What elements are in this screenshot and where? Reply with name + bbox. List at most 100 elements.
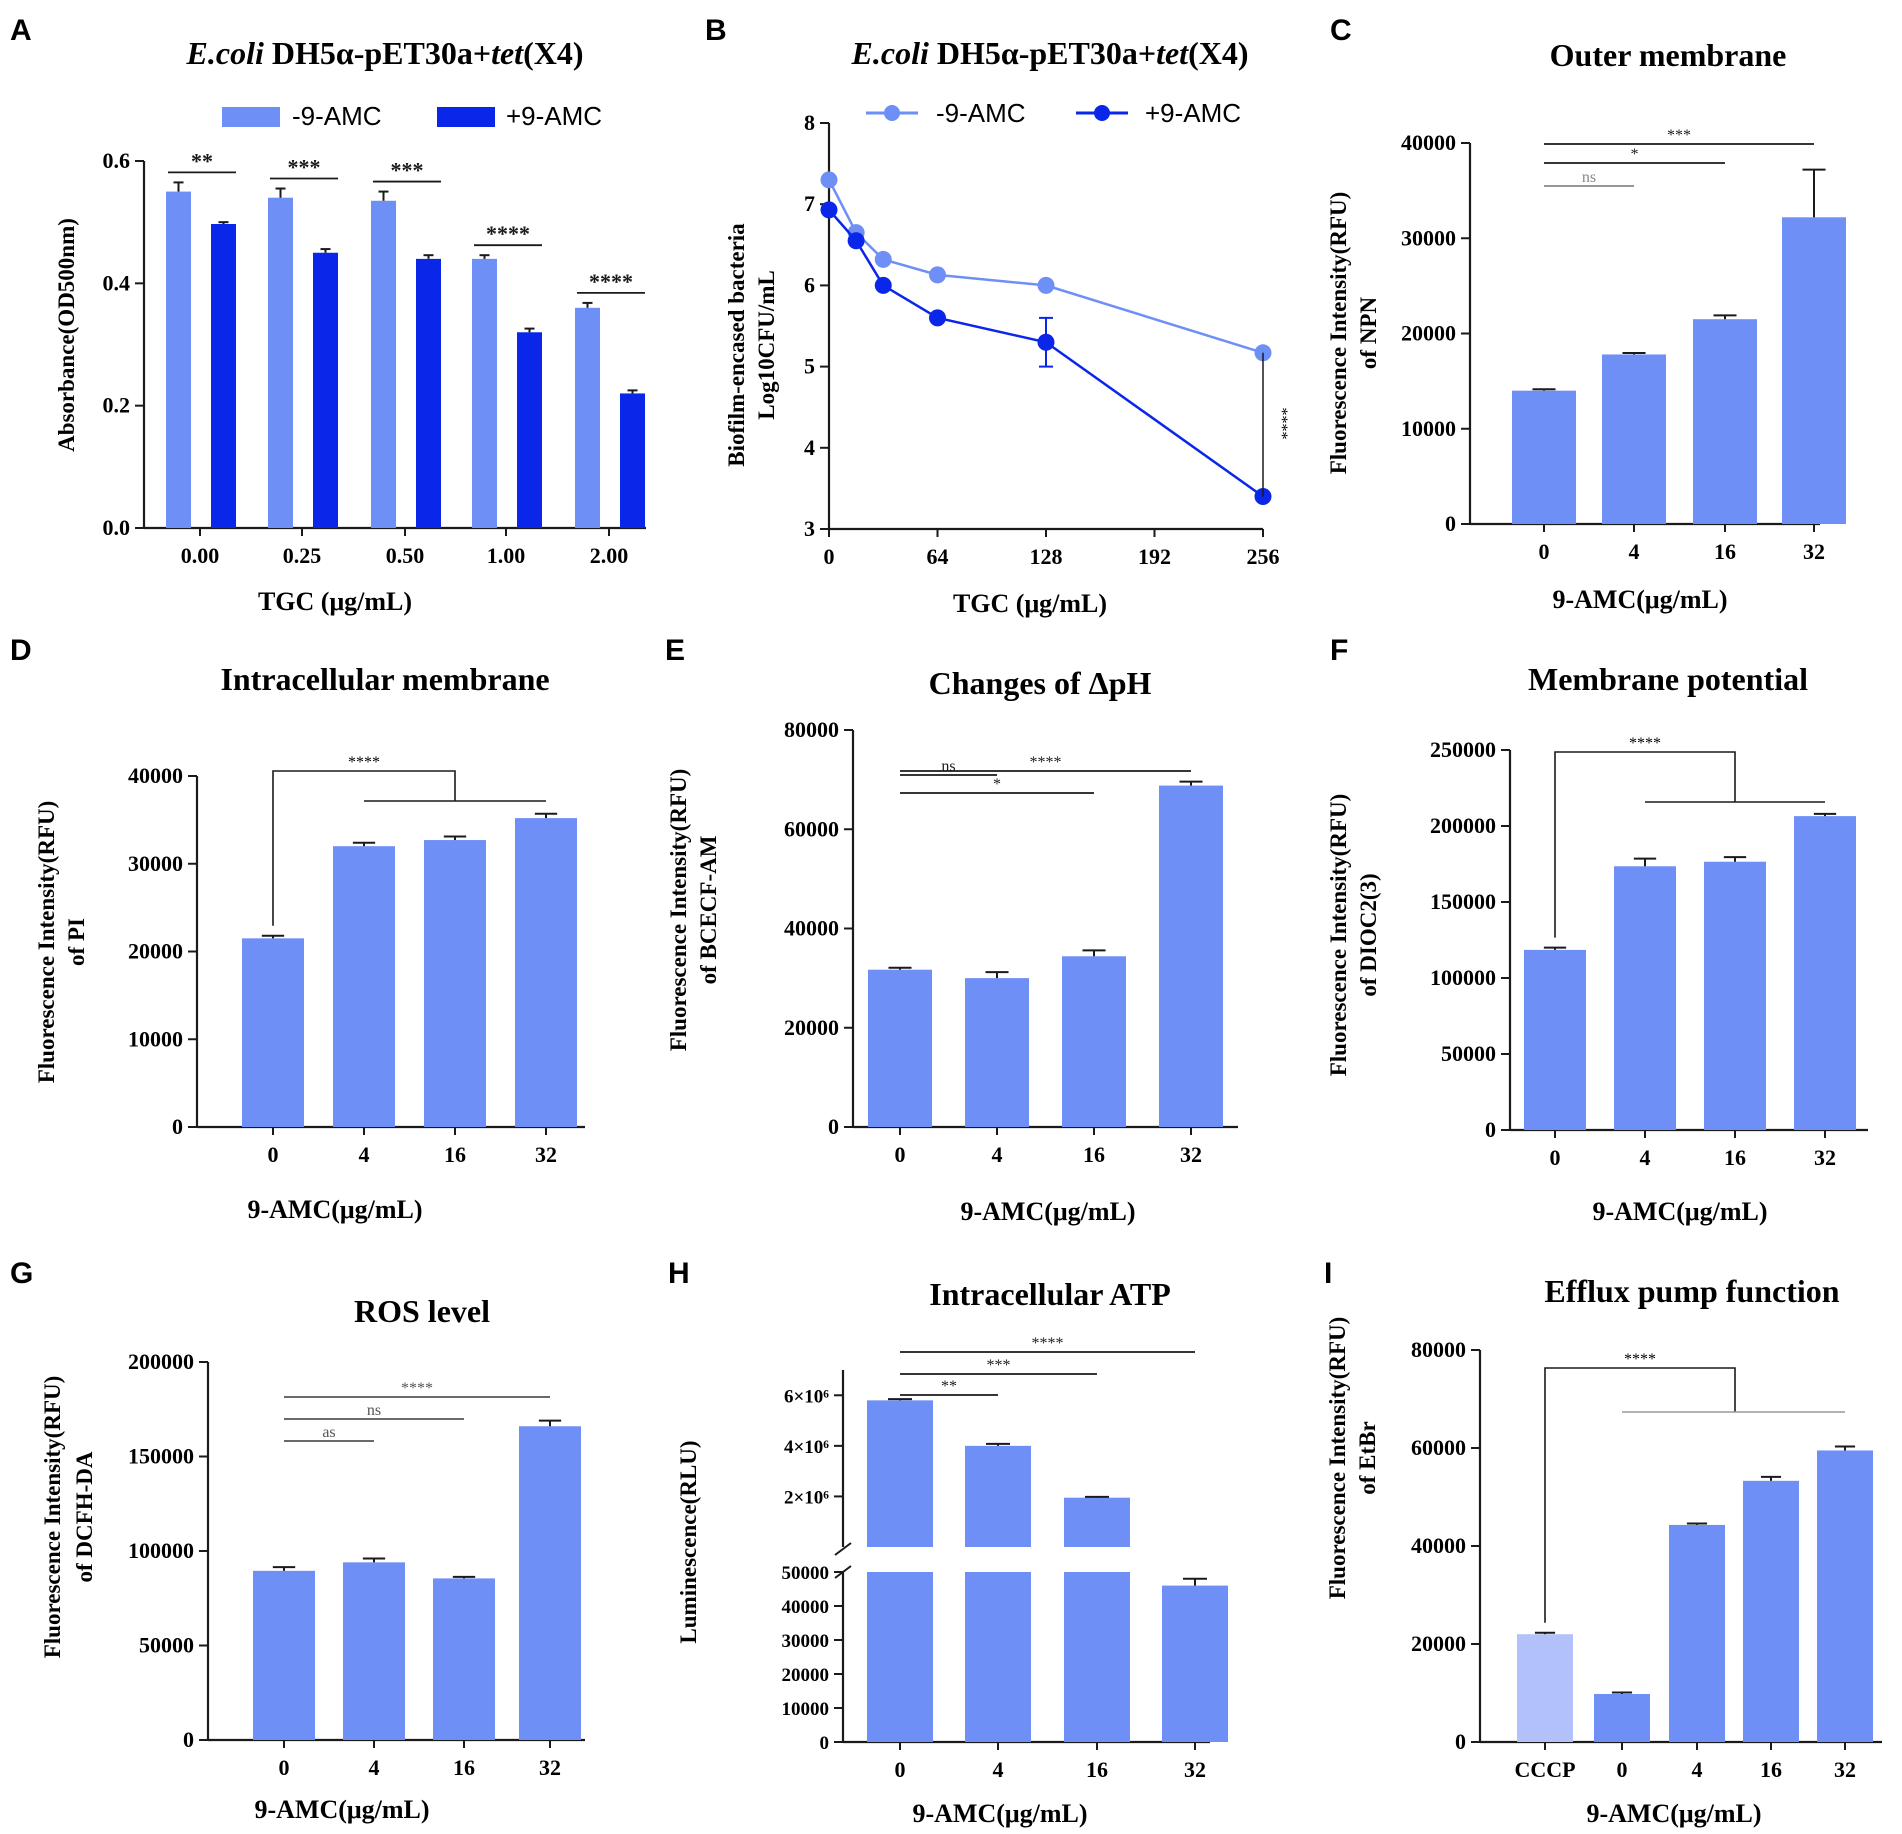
panel-a-sig-label: **** xyxy=(589,269,633,294)
panel-b-title-italic: E.coli xyxy=(851,35,929,71)
panel-d-bar xyxy=(515,818,577,1127)
panel-e-sig-label: * xyxy=(993,776,1001,793)
panel-f-ytick-label: 0 xyxy=(1485,1117,1496,1142)
panel-f-ytick-label: 100000 xyxy=(1430,965,1496,990)
panel-c-sig-label: ns xyxy=(1582,169,1596,186)
panel-h-axis-break xyxy=(834,1542,852,1556)
panel-b-xtick-label: 0 xyxy=(824,544,835,569)
panel-c-xtick-label: 32 xyxy=(1803,539,1825,564)
panel-e-bar xyxy=(965,978,1029,1127)
panel-g-xtick-label: 32 xyxy=(539,1755,561,1780)
panel-h-bar-upper xyxy=(965,1445,1031,1547)
panel-e-ytick-label: 80000 xyxy=(784,717,839,742)
panel-i-ytick-label: 80000 xyxy=(1411,1337,1466,1362)
panel-a-bar xyxy=(371,200,396,528)
panel-b-series-line xyxy=(827,179,1264,354)
panel-h-ytick-label: 40000 xyxy=(782,1597,830,1618)
panel-e-title: Changes of ΔpH xyxy=(929,665,1152,701)
panel-i: I Efflux pump function Fluorescence Inte… xyxy=(1324,1257,1882,1828)
panel-h-ytick-label: 0 xyxy=(820,1733,830,1754)
panel-f-sig-label: **** xyxy=(1629,735,1661,752)
panel-i-ylabel-line1: Fluorescence Intensity(RFU) xyxy=(1325,1317,1350,1600)
panel-e-ylabel-line1: Fluorescence Intensity(RFU) xyxy=(666,769,691,1052)
legend-marker-minus-9amc xyxy=(884,105,900,121)
panel-d-ylabel-line1: Fluorescence Intensity(RFU) xyxy=(34,801,59,1084)
panel-i-bar xyxy=(1743,1480,1799,1742)
panel-b-label: B xyxy=(705,14,727,47)
panel-a-plot: 0.0 0.2 0.4 0.6 ** 0.00 *** 0.25 *** 0.50 **** 1.00… xyxy=(103,148,646,568)
panel-b-ytick-label: 4 xyxy=(804,435,815,460)
panel-c-ytick-label: 0 xyxy=(1445,511,1456,536)
panel-h-bar-upper xyxy=(867,1400,933,1547)
panel-d-ytick-label: 0 xyxy=(172,1114,183,1139)
panel-c-bar xyxy=(1782,217,1846,525)
panel-f-ylabel-line2: of DIOC2(3) xyxy=(1356,873,1381,996)
panel-a-label: A xyxy=(10,14,32,47)
panel-b-point xyxy=(874,250,892,268)
panel-h: H Intracellular ATP Luminescence(RLU) 9-… xyxy=(668,1257,1228,1828)
legend-marker-plus-9amc xyxy=(1094,105,1110,121)
panel-b-title-italic2: tet xyxy=(1156,35,1189,71)
panel-b-point xyxy=(847,232,865,250)
panel-c-sig-label: *** xyxy=(1667,127,1691,144)
panel-g-sig-label: ns xyxy=(367,1402,381,1419)
panel-a-xtick-label: 1.00 xyxy=(487,543,526,568)
panel-i-xtick-label: 16 xyxy=(1760,1757,1782,1782)
panel-h-bar-lower xyxy=(965,1572,1031,1742)
panel-d-xtick-label: 16 xyxy=(444,1142,466,1167)
panel-c-bar xyxy=(1693,319,1757,524)
panel-h-label: H xyxy=(668,1257,690,1290)
panel-e-bar xyxy=(868,969,932,1127)
legend-label-plus-9amc: +9-AMC xyxy=(506,101,602,131)
panel-i-sig-bracket xyxy=(1544,1367,1736,1623)
panel-c-ytick-label: 20000 xyxy=(1401,321,1456,346)
panel-e: E Changes of ΔpH Fluorescence Intensity(… xyxy=(665,634,1238,1226)
panel-i-xtick-label: 0 xyxy=(1617,1757,1628,1782)
panel-g-sig-label: as xyxy=(322,1424,335,1441)
panel-a-xtick-label: 0.00 xyxy=(181,543,220,568)
panel-a-title-italic2: tet xyxy=(491,35,524,71)
panel-f-sig-bracket xyxy=(1554,751,1736,938)
panel-g-bar xyxy=(253,1570,315,1740)
panel-a-title-italic: E.coli xyxy=(186,35,264,71)
panel-h-sig-label: *** xyxy=(987,1357,1011,1374)
panel-i-xlabel: 9-AMC(μg/mL) xyxy=(1586,1799,1761,1828)
panel-a-bar xyxy=(211,224,236,529)
legend-label-minus-9amc: -9-AMC xyxy=(292,101,382,131)
panel-c-xtick-label: 0 xyxy=(1539,539,1550,564)
panel-b-xtick-label: 192 xyxy=(1138,544,1171,569)
panel-d-label: D xyxy=(10,634,32,667)
panel-f-xtick-label: 4 xyxy=(1640,1145,1651,1170)
panel-d-ytick-label: 10000 xyxy=(128,1026,183,1051)
panel-d-xlabel: 9-AMC(μg/mL) xyxy=(247,1195,422,1224)
panel-a-ytick-label: 0.6 xyxy=(103,148,131,173)
panel-g-sig-label: **** xyxy=(401,1380,433,1397)
panel-f-xtick-label: 16 xyxy=(1724,1145,1746,1170)
panel-d-ytick-label: 20000 xyxy=(128,939,183,964)
panel-b-point xyxy=(874,276,892,294)
panel-c-label: C xyxy=(1330,14,1352,47)
panel-e-ytick-label: 20000 xyxy=(784,1015,839,1040)
panel-d-sig-label: **** xyxy=(348,754,380,771)
panel-h-sig-label: **** xyxy=(1032,1335,1064,1352)
panel-f-bar xyxy=(1614,866,1676,1130)
panel-e-ytick-label: 40000 xyxy=(784,916,839,941)
panel-c-ytick-label: 40000 xyxy=(1401,130,1456,155)
panel-b-xtick-label: 128 xyxy=(1030,544,1063,569)
panel-e-xtick-label: 4 xyxy=(992,1142,1003,1167)
panel-g-ytick-label: 0 xyxy=(183,1727,194,1752)
panel-e-label: E xyxy=(665,634,685,667)
panel-b-sig-label: **** xyxy=(1273,407,1290,439)
panel-a-bar xyxy=(166,191,191,529)
panel-e-bar xyxy=(1062,956,1126,1127)
panel-g-label: G xyxy=(10,1257,33,1290)
panel-d-title: Intracellular membrane xyxy=(220,661,549,697)
panel-h-ytick-label: 6×10⁶ xyxy=(784,1386,829,1407)
panel-g-ylabel-line1: Fluorescence Intensity(RFU) xyxy=(40,1376,65,1659)
panel-h-ytick-label: 30000 xyxy=(782,1631,830,1652)
panel-f-ytick-label: 50000 xyxy=(1441,1041,1496,1066)
panel-d-plot: 0 10000 20000 30000 40000 0 4 16 32 **** xyxy=(128,754,585,1167)
panel-b-ylabel-line2: Log10CFU/mL xyxy=(754,270,779,420)
